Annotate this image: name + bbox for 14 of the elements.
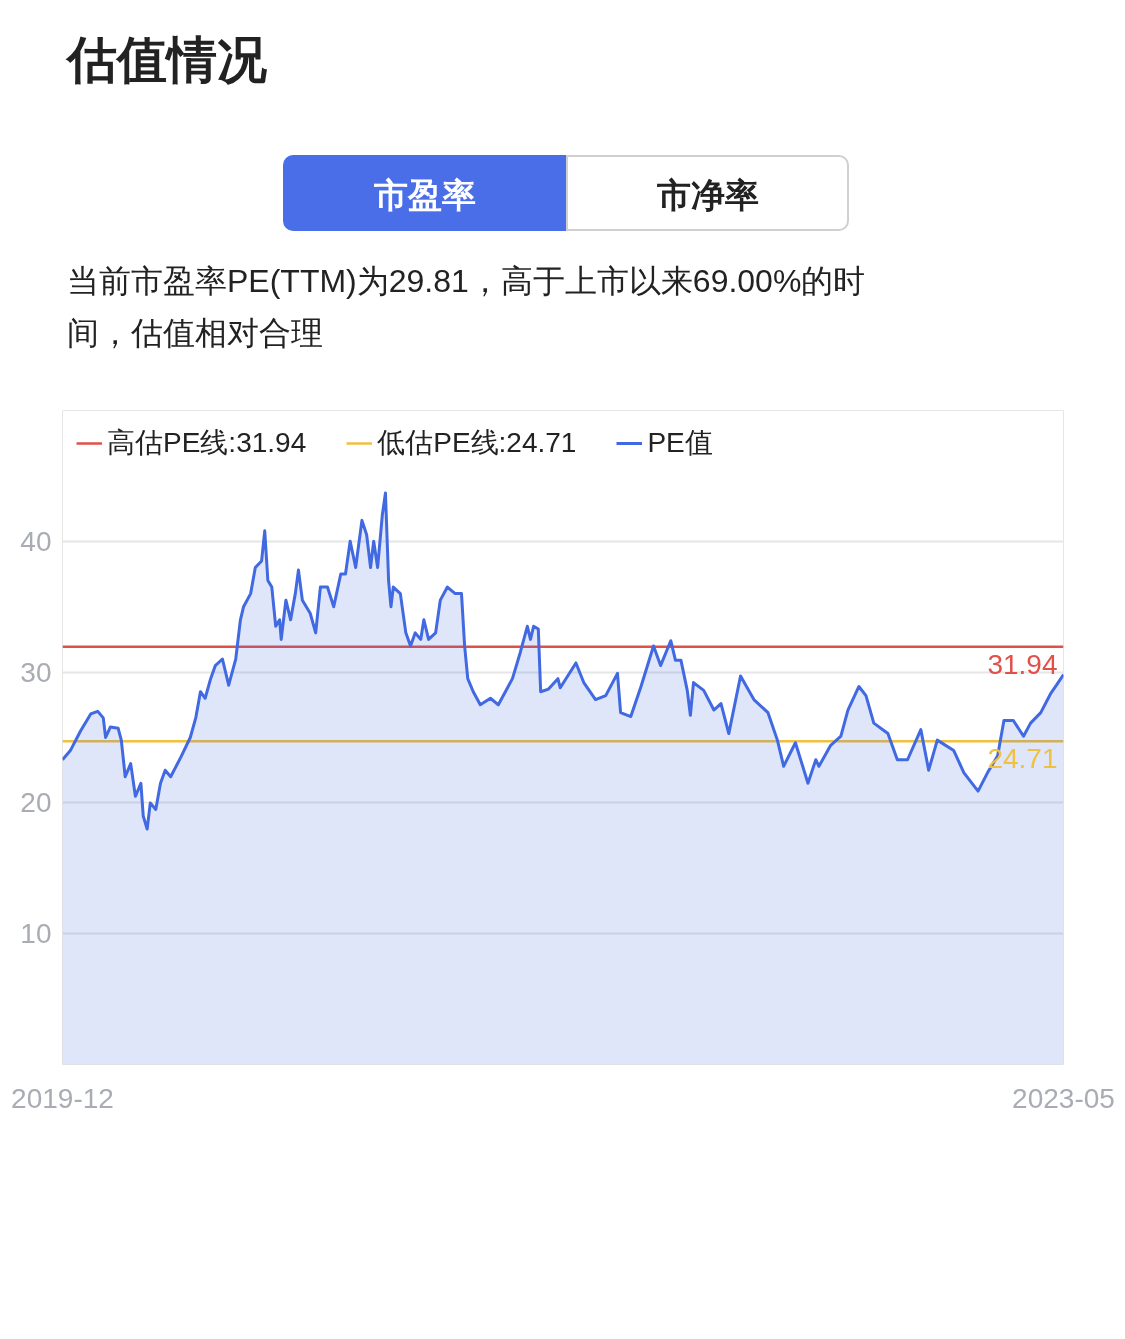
chart-subtitle: 当前市盈率PE(TTM)为29.81，高于上市以来69.00%的时间，估值相对合理 [66,262,867,353]
y-tick-label: 30 [20,656,52,688]
text: 市盈率 [283,155,566,231]
annotation: 31.94 [987,648,1058,680]
chart-title: 估值情况 [64,31,267,90]
legend-label: 低估PE线:24.71 [377,426,577,460]
legend-label: 高估PE线:31.94 [107,426,307,460]
y-tick-label: 10 [20,918,52,950]
y-tick-label: 20 [20,787,52,819]
x-tick-label: 2019-12 [11,1082,114,1114]
y-tick-label: 40 [20,525,52,557]
text: 市净率 [566,155,849,231]
x-tick-label: 2023-05 [1012,1082,1115,1114]
legend-label: PE值 [647,426,713,460]
